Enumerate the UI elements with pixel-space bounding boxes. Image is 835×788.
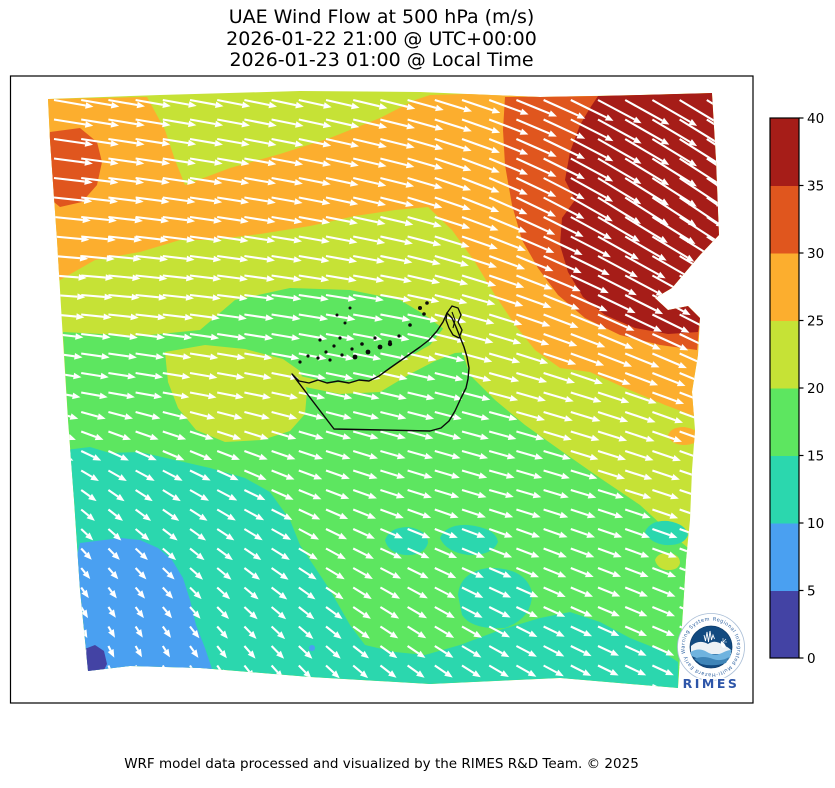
rimes-logo: Regional Integrated Multi-Hazard Early W…	[677, 613, 745, 692]
wind-arrows	[52, 98, 719, 688]
colorbar-tick-label: 0	[807, 651, 816, 667]
colorbar-tick-label: 20	[807, 381, 824, 397]
palm-island-icon	[720, 641, 726, 648]
seismogram-icon	[703, 630, 715, 643]
wind-field-map	[48, 91, 719, 688]
colorbar-tick-label: 30	[807, 246, 824, 262]
chart-title-local: 2026-01-23 01:00 @ Local Time	[229, 49, 534, 71]
chart-title-utc: 2026-01-22 21:00 @ UTC+00:00	[226, 27, 537, 50]
chart-title-main: UAE Wind Flow at 500 hPa (m/s)	[228, 6, 535, 28]
colorbar-tick-label: 40	[807, 111, 824, 127]
credit-text: WRF model data processed and visualized …	[124, 756, 639, 772]
rimes-wordmark: RIMES	[683, 676, 740, 691]
uae-coastline	[291, 301, 470, 432]
colorbar-tick-label: 35	[807, 179, 824, 195]
colorbar-tick-label: 5	[807, 584, 816, 600]
colorbar: 0 5 10 15 20 25 30 35 40	[769, 111, 824, 667]
colorbar-tick-label: 25	[807, 314, 824, 330]
chart-title: UAE Wind Flow at 500 hPa (m/s) 2026-01-2…	[10, 6, 753, 72]
colorbar-tick-label: 15	[807, 449, 824, 465]
colorbar-tick-label: 10	[807, 516, 824, 532]
